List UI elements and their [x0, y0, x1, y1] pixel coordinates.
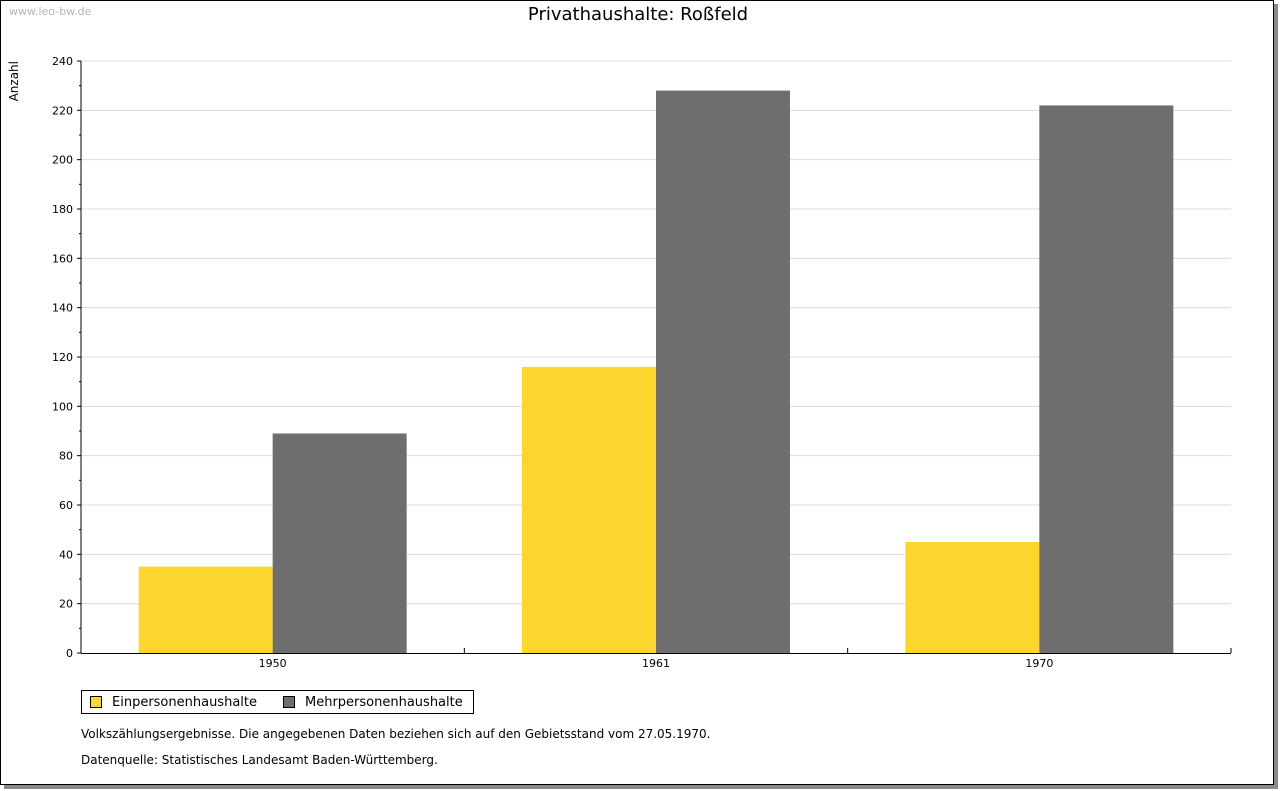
bar-mehrpersonenhaushalte-1950: [272, 433, 407, 653]
bar-einpersonenhaushalte-1950: [138, 566, 273, 653]
bar-mehrpersonenhaushalte-1970: [1039, 105, 1174, 653]
y-tick-label: 140: [52, 302, 73, 315]
bar-mehrpersonenhaushalte-1961: [656, 90, 790, 654]
y-tick-label: 240: [52, 55, 73, 68]
y-tick-label: 220: [52, 104, 73, 117]
y-tick-label: 40: [59, 548, 73, 561]
legend: Einpersonenhaushalte Mehrpersonenhaushal…: [81, 690, 474, 714]
y-tick-label: 20: [59, 598, 73, 611]
bar-einpersonenhaushalte-1970: [905, 542, 1040, 653]
legend-swatch-einpersonen: [90, 696, 102, 708]
y-tick-label: 200: [52, 154, 73, 167]
legend-swatch-mehrpersonen: [283, 696, 295, 708]
y-tick-label: 160: [52, 252, 73, 265]
watermark: www.leo-bw.de: [9, 5, 92, 18]
legend-item-mehrpersonen: Mehrpersonenhaushalte: [283, 695, 463, 710]
x-tick-labels: 1950 1961 1970: [259, 657, 1054, 670]
bar-einpersonenhaushalte-1961: [522, 366, 656, 653]
note-source: Datenquelle: Statistisches Landesamt Bad…: [81, 753, 438, 767]
bars: [138, 90, 1174, 654]
legend-item-einpersonen: Einpersonenhaushalte: [90, 695, 257, 710]
y-tick-label: 60: [59, 499, 73, 512]
axes: [77, 60, 1232, 654]
y-tick-labels: 0 20 40 60 80 100 120 140 160 180 200 220 240: [52, 55, 73, 660]
x-tick-label: 1970: [1025, 657, 1053, 670]
note-census: Volkszählungsergebnisse. Die angegebenen…: [81, 727, 711, 741]
y-tick-label: 80: [59, 450, 73, 463]
y-tick-label: 0: [66, 647, 73, 660]
y-tick-label: 120: [52, 351, 73, 364]
legend-label-einpersonen: Einpersonenhaushalte: [112, 694, 257, 710]
y-tick-label: 180: [52, 203, 73, 216]
x-tick-label: 1950: [259, 657, 287, 670]
chart-title: Privathaushalte: Roßfeld: [527, 4, 749, 25]
legend-label-mehrpersonen: Mehrpersonenhaushalte: [305, 694, 463, 710]
y-axis-label: Anzahl: [7, 61, 21, 101]
x-tick-label: 1961: [642, 657, 670, 670]
y-tick-label: 100: [52, 400, 73, 413]
